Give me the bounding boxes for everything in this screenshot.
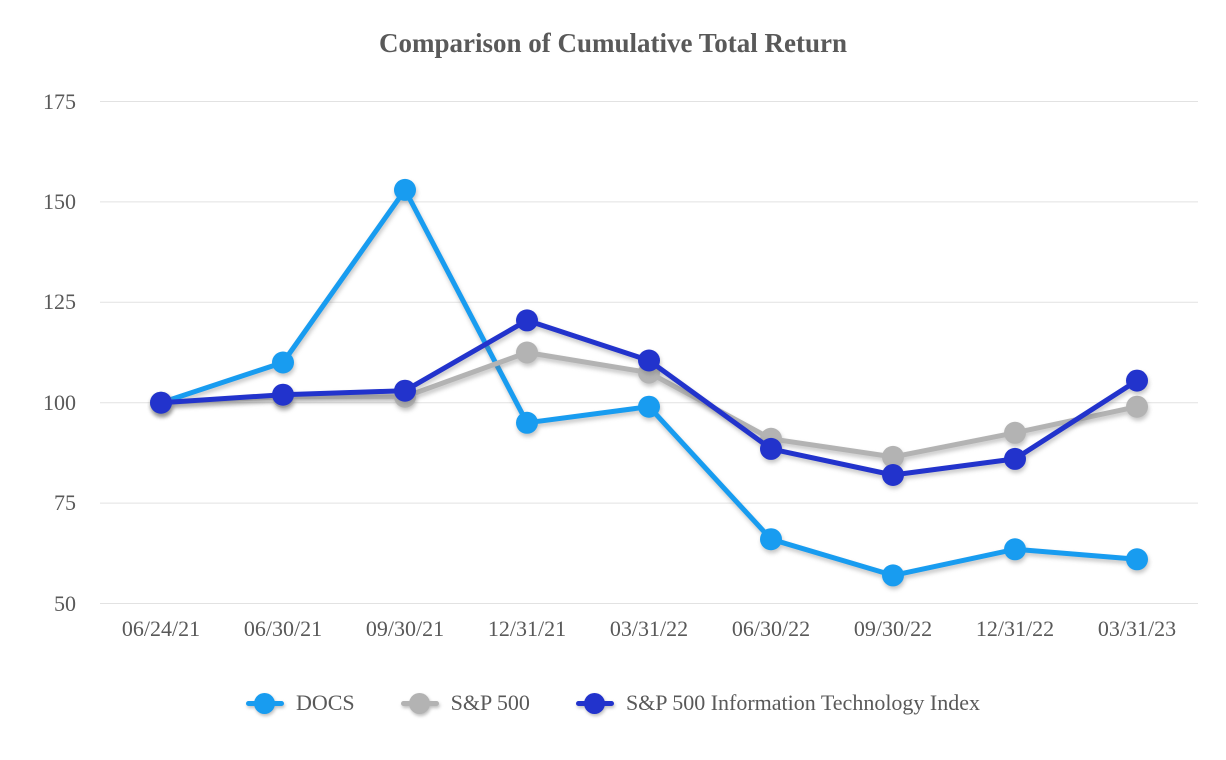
data-point [1126, 395, 1148, 418]
legend-label: DOCS [295, 690, 355, 715]
y-tick-label: 125 [43, 289, 76, 314]
x-tick-label: 12/31/22 [975, 616, 1055, 641]
legend-item: S&P 500 [400, 690, 530, 716]
data-point [1004, 447, 1026, 470]
y-tick-label: 50 [54, 591, 76, 616]
data-point [882, 464, 904, 486]
data-point [516, 341, 538, 364]
data-point [394, 379, 416, 402]
data-point [1126, 548, 1148, 571]
data-point [760, 528, 782, 551]
x-tick-label: 09/30/22 [853, 616, 933, 641]
y-tick-label: 175 [43, 89, 76, 114]
x-tick-label: 03/31/22 [609, 616, 689, 641]
x-tick-label: 09/30/21 [365, 616, 445, 641]
data-point [394, 178, 416, 201]
legend-label: S&P 500 [450, 690, 530, 715]
legend-marker-icon [245, 692, 284, 714]
data-point [1004, 538, 1026, 561]
plot-area [100, 101, 1198, 604]
chart-title: Comparison of Cumulative Total Return [378, 28, 848, 58]
data-point [638, 349, 660, 372]
legend: DOCS S&P 500 S&P 500 Information Technolog… [0, 690, 1226, 716]
x-tick-label: 06/30/21 [243, 616, 323, 641]
data-point [272, 383, 294, 406]
x-tick-label: 03/31/23 [1097, 616, 1177, 641]
data-point [272, 351, 294, 374]
legend-item: DOCS [245, 690, 355, 716]
data-point [638, 395, 660, 418]
y-tick-label: 75 [54, 490, 76, 515]
legend-label: S&P 500 Information Technology Index [625, 690, 981, 715]
x-tick-label: 12/31/21 [487, 616, 567, 641]
x-tick-label: 06/30/22 [731, 616, 811, 641]
x-tick-label: 06/24/21 [121, 616, 201, 641]
data-point [1126, 369, 1148, 392]
data-point [1004, 421, 1026, 444]
y-tick-label: 150 [43, 189, 76, 214]
y-tick-label: 100 [43, 390, 76, 415]
legend-marker-icon [575, 692, 614, 714]
data-point [516, 411, 538, 434]
data-point [516, 309, 538, 332]
legend-marker-icon [400, 692, 439, 714]
data-point [760, 437, 782, 460]
series-s-p-500-information-technology-index [150, 309, 1148, 486]
legend-item: S&P 500 Information Technology Index [575, 690, 981, 716]
data-point [882, 564, 904, 587]
data-point [882, 445, 904, 468]
data-point [150, 391, 172, 414]
